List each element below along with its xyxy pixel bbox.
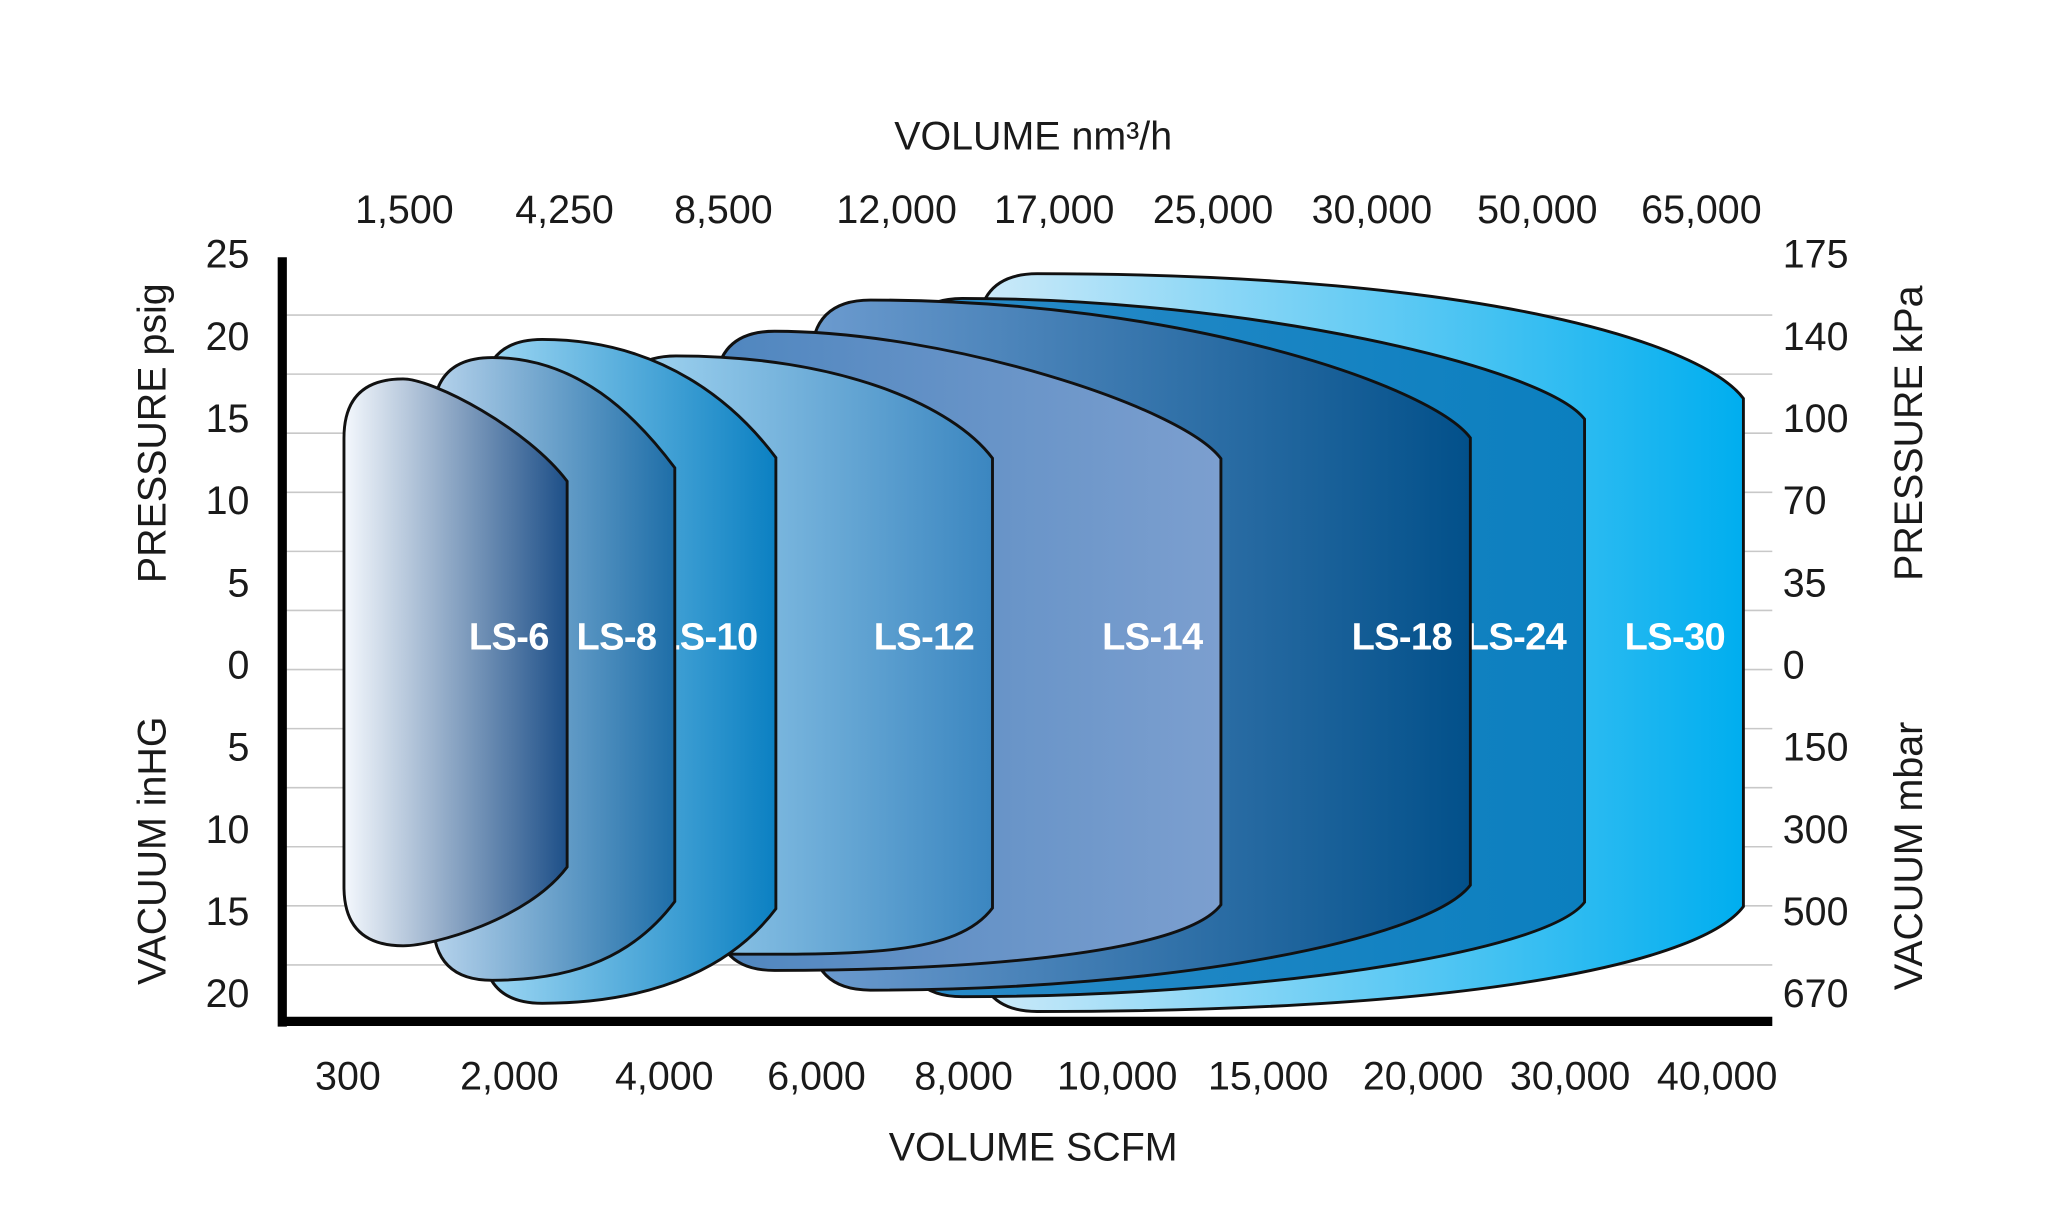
left-axis-title-vacuum: VACUUM inHG xyxy=(130,717,174,985)
x2-tick-label: 4,250 xyxy=(515,188,614,232)
series-label: LS-14 xyxy=(1102,616,1203,658)
x2-tick-label: 25,000 xyxy=(1153,188,1273,232)
left-axis-title: PRESSURE psig xyxy=(130,283,174,583)
x-tick-label: 40,000 xyxy=(1657,1055,1777,1099)
right-axis-title: PRESSURE kPa xyxy=(1887,285,1931,581)
y2-tick-label: 175 xyxy=(1783,233,1849,277)
x-tick-label: 300 xyxy=(315,1055,381,1099)
right-axis-title-vacuum: VACUUM mbar xyxy=(1887,722,1931,990)
y-tick-label: 20 xyxy=(206,972,250,1016)
y-tick-label: 5 xyxy=(228,726,250,770)
x2-tick-label: 12,000 xyxy=(836,188,956,232)
x2-tick-label: 30,000 xyxy=(1312,188,1432,232)
x-tick-label: 4,000 xyxy=(615,1055,714,1099)
y2-tick-label: 500 xyxy=(1783,890,1849,934)
y2-tick-label: 140 xyxy=(1783,315,1849,359)
top-axis-title: VOLUME nm³/h xyxy=(894,115,1172,159)
series-label: LS-18 xyxy=(1352,616,1452,658)
series-label: LS-24 xyxy=(1466,616,1567,658)
x2-tick-label: 1,500 xyxy=(355,188,454,232)
x-tick-label: 2,000 xyxy=(460,1055,559,1099)
y-tick-label: 10 xyxy=(206,808,250,852)
series-label: LS-6 xyxy=(469,616,549,658)
y-tick-label: 15 xyxy=(206,890,250,934)
y2-tick-label: 670 xyxy=(1783,972,1849,1016)
y-tick-label: 0 xyxy=(228,643,250,687)
y-tick-label: 20 xyxy=(206,315,250,359)
envelope xyxy=(342,377,569,948)
x-tick-label: 8,000 xyxy=(914,1055,1013,1099)
x-tick-label: 10,000 xyxy=(1057,1055,1177,1099)
x-tick-label: 20,000 xyxy=(1363,1055,1483,1099)
series-label: LS-8 xyxy=(577,616,657,658)
y2-tick-label: 70 xyxy=(1783,479,1827,523)
y-tick-label: 10 xyxy=(206,479,250,523)
y-tick-label: 5 xyxy=(228,561,250,605)
x2-tick-label: 17,000 xyxy=(994,188,1114,232)
y2-tick-label: 150 xyxy=(1783,726,1849,770)
y2-tick-label: 35 xyxy=(1783,561,1827,605)
series-label: LS-30 xyxy=(1625,616,1725,658)
y2-tick-label: 100 xyxy=(1783,397,1849,441)
y2-tick-label: 300 xyxy=(1783,808,1849,852)
y2-tick-label: 0 xyxy=(1783,643,1805,687)
x-tick-label: 30,000 xyxy=(1510,1055,1630,1099)
bottom-axis-title: VOLUME SCFM xyxy=(889,1125,1178,1169)
y-tick-label: 25 xyxy=(206,233,250,277)
series-label: LS-12 xyxy=(874,616,974,658)
x2-tick-label: 50,000 xyxy=(1477,188,1597,232)
x2-tick-label: 8,500 xyxy=(674,188,773,232)
x2-tick-label: 65,000 xyxy=(1641,188,1761,232)
y-tick-label: 15 xyxy=(206,397,250,441)
x-tick-label: 15,000 xyxy=(1208,1055,1328,1099)
x-tick-label: 6,000 xyxy=(767,1055,866,1099)
